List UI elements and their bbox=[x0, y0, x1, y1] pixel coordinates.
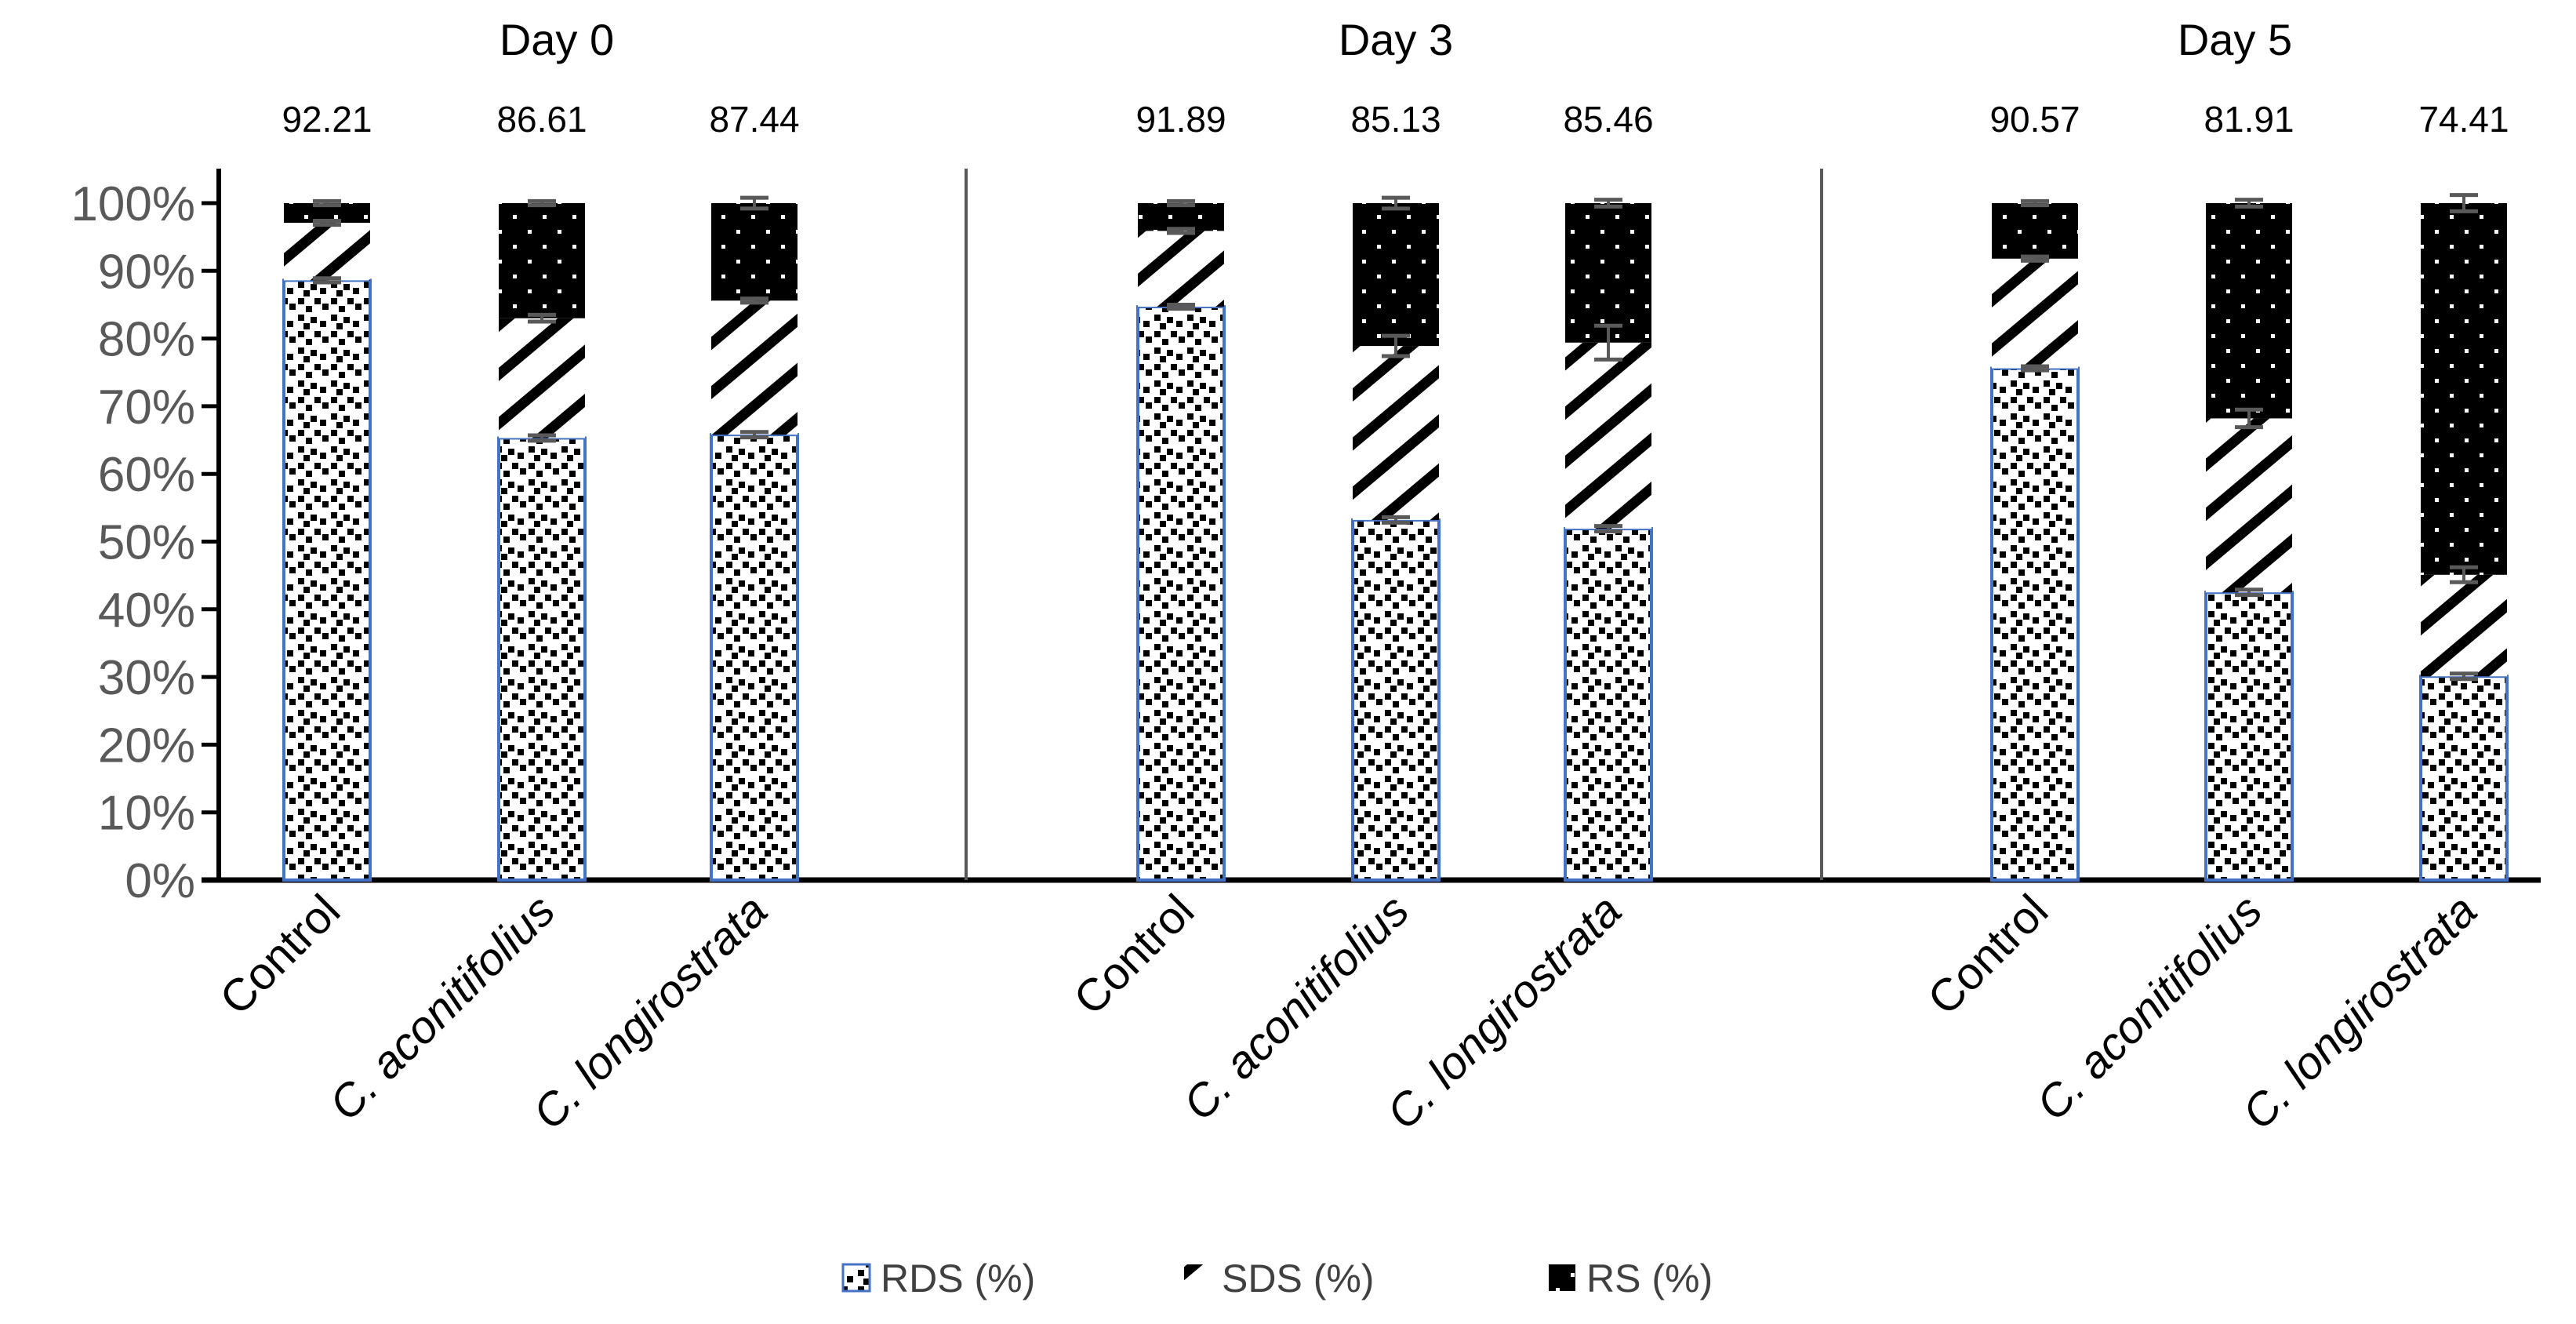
legend-label: SDS (%) bbox=[1222, 1257, 1374, 1300]
y-tick-label: 100% bbox=[71, 177, 195, 231]
bar-segment-rs bbox=[1565, 203, 1651, 343]
y-tick-label: 80% bbox=[98, 313, 195, 367]
y-tick-label: 50% bbox=[98, 516, 195, 570]
bar-segment-rds bbox=[497, 436, 587, 882]
group-title: Day 0 bbox=[500, 15, 614, 64]
bar-segment-sds bbox=[1992, 258, 2078, 369]
bar-annotation: 85.13 bbox=[1350, 99, 1441, 140]
bar-segment-sds bbox=[2421, 574, 2507, 677]
bar-annotation: 90.57 bbox=[1989, 99, 2080, 140]
category-label: C. aconitifolius bbox=[2027, 885, 2273, 1130]
bar-annotation: 85.46 bbox=[1563, 99, 1653, 140]
bar-segment-rds bbox=[1564, 527, 1653, 882]
y-tick-label: 0% bbox=[125, 854, 195, 908]
y-tick-label: 10% bbox=[98, 787, 195, 841]
bar-segment-rds bbox=[710, 433, 799, 882]
y-tick-label: 70% bbox=[98, 380, 195, 435]
category-label: C. aconitifolius bbox=[1174, 885, 1419, 1130]
legend-swatch-rs bbox=[1549, 1264, 1575, 1291]
bar-annotation: 74.41 bbox=[2418, 99, 2509, 140]
bar-segment-sds bbox=[1353, 346, 1439, 520]
bar-annotation: 91.89 bbox=[1135, 99, 1226, 140]
category-label: Control bbox=[1918, 885, 2058, 1024]
bar-segment-sds bbox=[2206, 418, 2292, 593]
bar-segment-rs bbox=[499, 203, 585, 318]
bar-segment-rs bbox=[1138, 203, 1224, 231]
bar-segment-rds bbox=[2419, 675, 2509, 882]
bar-segment-rs bbox=[2206, 203, 2292, 419]
y-tick-label: 20% bbox=[98, 718, 195, 773]
bar-segment-sds bbox=[284, 223, 370, 281]
bar-annotation: 87.44 bbox=[709, 99, 799, 140]
legend-label: RS (%) bbox=[1586, 1257, 1713, 1300]
bar-segment-sds bbox=[711, 300, 798, 435]
bar-segment-sds bbox=[1565, 342, 1651, 529]
bar-segment-sds bbox=[1138, 231, 1224, 307]
y-tick-label: 90% bbox=[98, 245, 195, 299]
bar-annotation: 81.91 bbox=[2204, 99, 2294, 140]
category-label: Control bbox=[210, 885, 350, 1024]
bar-segment-rds bbox=[282, 278, 372, 882]
bar-annotation: 92.21 bbox=[282, 99, 372, 140]
bar-segment-rs bbox=[1353, 203, 1439, 347]
bar-segment-rs bbox=[2421, 203, 2507, 575]
bar-segment-sds bbox=[499, 318, 585, 438]
bar-segment-rds bbox=[2204, 591, 2294, 882]
bar-segment-rds bbox=[1351, 518, 1441, 882]
bar-segment-rs bbox=[711, 203, 798, 301]
y-tick-label: 40% bbox=[98, 584, 195, 638]
legend-swatch-rds bbox=[841, 1263, 871, 1293]
group-title: Day 5 bbox=[2178, 15, 2292, 64]
bar-segment-rs bbox=[1992, 203, 2078, 259]
category-label: C. longirostrata bbox=[2233, 885, 2487, 1139]
legend-swatch-sds bbox=[1184, 1264, 1211, 1291]
y-tick-label: 30% bbox=[98, 651, 195, 705]
bar-annotation: 86.61 bbox=[496, 99, 587, 140]
legend-label: RDS (%) bbox=[881, 1257, 1035, 1300]
bar-segment-rds bbox=[1136, 305, 1226, 882]
bar-segment-rds bbox=[1990, 366, 2080, 882]
category-label: C. aconitifolius bbox=[320, 885, 565, 1130]
category-label: Control bbox=[1064, 885, 1204, 1024]
y-tick-label: 60% bbox=[98, 448, 195, 502]
group-title: Day 3 bbox=[1339, 15, 1453, 64]
